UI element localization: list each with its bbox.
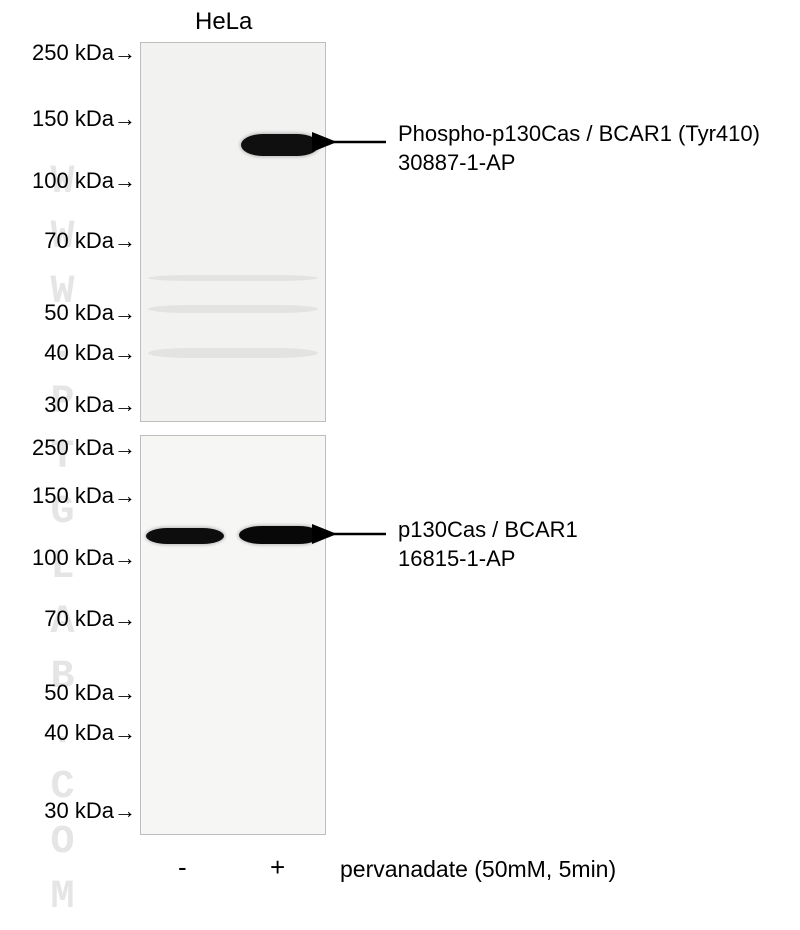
blot-panel-2	[140, 435, 326, 835]
annotation-1-line1: Phospho-p130Cas / BCAR1 (Tyr410)	[398, 121, 760, 146]
figure-container: WWW.PTGLAB.COM HeLa 250 kDa→150 kDa→100 …	[0, 0, 800, 903]
annotation-text-2: p130Cas / BCAR1 16815-1-AP	[398, 516, 578, 573]
ladder-marker: 150 kDa→	[32, 483, 136, 509]
ladder-marker: 40 kDa→	[44, 340, 136, 366]
ladder-marker: 30 kDa→	[44, 392, 136, 418]
annotation-2-line2: 16815-1-AP	[398, 546, 515, 571]
ladder-marker: 70 kDa→	[44, 606, 136, 632]
faint-band	[148, 348, 318, 358]
treatment-plus: +	[270, 852, 285, 883]
ladder-marker: 250 kDa→	[32, 40, 136, 66]
band	[146, 528, 224, 544]
band	[241, 134, 319, 156]
ladder-marker: 250 kDa→	[32, 435, 136, 461]
ladder-marker: 150 kDa→	[32, 106, 136, 132]
treatment-minus: -	[178, 852, 187, 883]
treatment-condition-label: pervanadate (50mM, 5min)	[340, 856, 616, 883]
band	[239, 526, 321, 544]
annotation-text-1: Phospho-p130Cas / BCAR1 (Tyr410) 30887-1…	[398, 120, 760, 177]
faint-band	[148, 305, 318, 313]
ladder-marker: 40 kDa→	[44, 720, 136, 746]
faint-band	[148, 275, 318, 281]
ladder-marker: 100 kDa→	[32, 545, 136, 571]
annotation-2-line1: p130Cas / BCAR1	[398, 517, 578, 542]
ladder-marker: 70 kDa→	[44, 228, 136, 254]
ladder-marker: 30 kDa→	[44, 798, 136, 824]
sample-header: HeLa	[195, 8, 252, 36]
blot-panel-1	[140, 42, 326, 422]
ladder-marker: 100 kDa→	[32, 168, 136, 194]
ladder-marker: 50 kDa→	[44, 680, 136, 706]
annotation-1-line2: 30887-1-AP	[398, 150, 515, 175]
ladder-marker: 50 kDa→	[44, 300, 136, 326]
